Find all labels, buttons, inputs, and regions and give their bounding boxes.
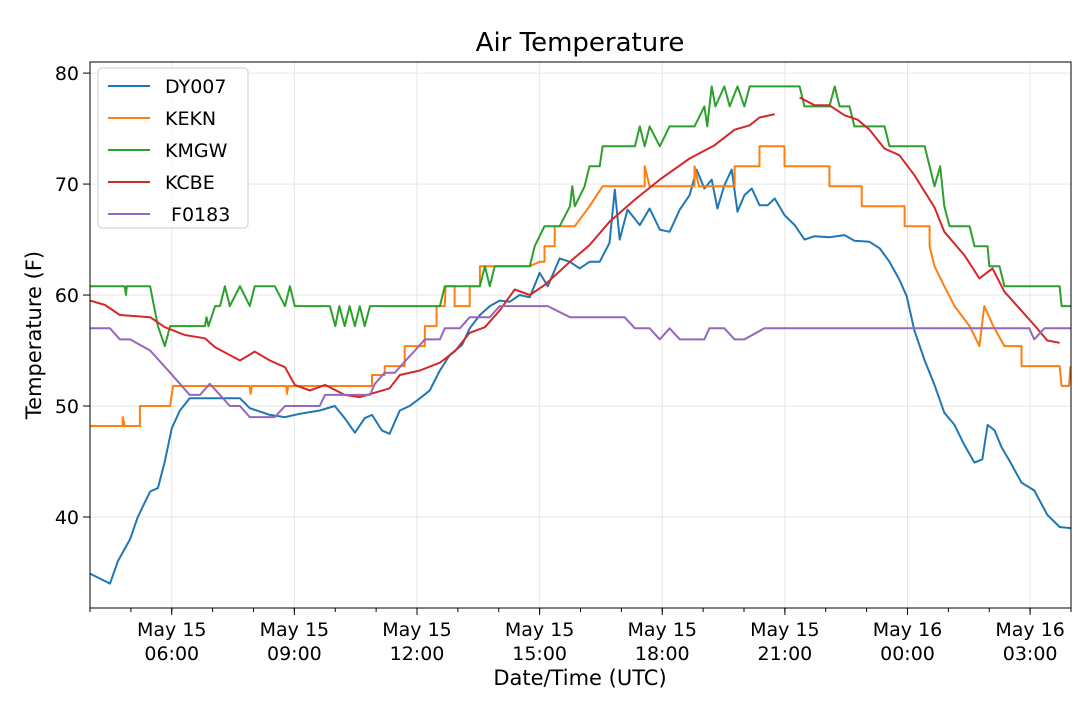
x-tick-label-time: 21:00 [757, 643, 812, 665]
y-axis-label: Temperature (F) [22, 251, 46, 420]
y-tick-label: 80 [55, 63, 79, 85]
legend: DY007 KEKN KMGW KCBE F0183 [97, 67, 249, 229]
x-tick-label-date: May 15 [382, 619, 452, 641]
x-tick-label-date: May 15 [750, 619, 820, 641]
x-tick-label-time: 00:00 [880, 643, 935, 665]
x-tick-label-date: May 15 [628, 619, 698, 641]
y-axis: 40 50 60 70 80 [55, 63, 90, 529]
y-tick-label: 60 [55, 285, 79, 307]
legend-label-kekn: KEKN [165, 108, 216, 130]
x-tick-label-date: May 15 [505, 619, 575, 641]
series-line-f0183 [90, 305, 1071, 419]
chart-title: Air Temperature [476, 28, 685, 58]
x-tick-label-date: May 15 [260, 619, 330, 641]
x-tick-label-time: 09:00 [267, 643, 322, 665]
series-line-dy007 [89, 168, 1071, 585]
y-tick-label: 70 [55, 174, 79, 196]
series-line-kmgw [90, 85, 1071, 348]
x-tick-label-date: May 16 [995, 619, 1065, 641]
x-axis-label: Date/Time (UTC) [493, 666, 666, 690]
x-tick-label-time: 15:00 [512, 643, 567, 665]
y-tick-label: 40 [55, 507, 79, 529]
legend-box [97, 67, 249, 229]
legend-label-kcbe: KCBE [165, 172, 215, 194]
x-tick-label-time: 18:00 [635, 643, 690, 665]
x-tick-label-time: 06:00 [144, 643, 199, 665]
legend-label-dy007: DY007 [165, 76, 226, 98]
legend-label-kmgw: KMGW [165, 140, 228, 162]
x-tick-label-time: 12:00 [390, 643, 445, 665]
series-lines [89, 85, 1072, 585]
series-line-kcbe [89, 96, 1060, 399]
x-tick-label-time: 03:00 [1003, 643, 1058, 665]
y-tick-label: 50 [55, 396, 79, 418]
legend-label-f0183: F0183 [165, 204, 230, 226]
x-tick-label-date: May 15 [137, 619, 207, 641]
x-tick-label-date: May 16 [873, 619, 943, 641]
